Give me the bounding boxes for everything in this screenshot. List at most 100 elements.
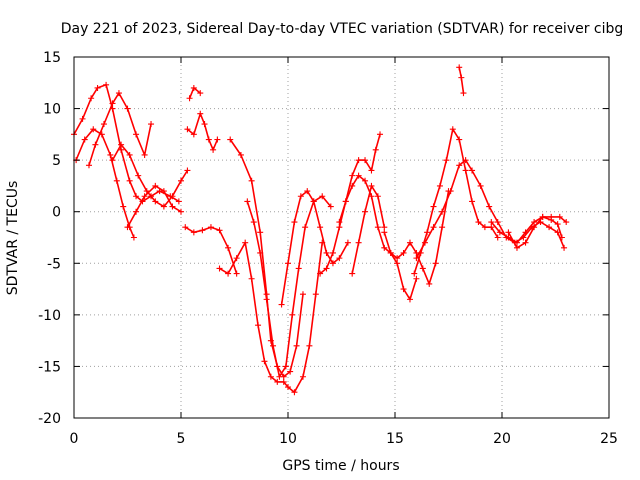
data-point [310,198,317,205]
data-point [513,244,520,251]
data-point [462,157,469,164]
series-line [111,143,189,208]
data-point [124,105,131,112]
data-point [267,373,274,380]
data-point [190,131,197,138]
data-point [299,291,306,298]
data-point [295,265,302,272]
data-point [199,227,206,234]
data-point [481,224,488,231]
series-line [351,185,386,275]
data-point [421,239,428,246]
data-point [280,378,287,385]
data-point [178,208,184,215]
data-point [377,131,384,138]
data-point [406,239,413,246]
series-arc-4 [109,141,191,210]
data-point [368,167,375,174]
data-point [456,162,463,169]
x-tick-label: 10 [279,431,297,447]
data-point [92,141,99,148]
data-point [207,224,214,231]
data-point [355,172,362,179]
data-point [169,193,176,200]
data-point [548,216,555,223]
y-tick-label: -20 [38,411,61,427]
data-point [126,151,133,158]
series-layer [71,64,570,396]
data-point [475,219,482,226]
data-point [349,172,356,179]
series-arc-5 [124,182,184,231]
data-point [90,126,97,133]
data-point [456,64,463,71]
data-point [244,198,251,205]
series-line [490,216,567,244]
data-point [456,136,463,143]
plot-frame [73,56,610,419]
data-point [304,188,311,195]
data-point [522,229,529,236]
data-point [558,234,565,241]
data-point [261,358,268,365]
x-tick-label: 0 [70,431,79,447]
data-point [546,224,553,231]
data-point [216,265,223,272]
x-tick-label: 20 [493,431,511,447]
series-line [184,226,238,275]
data-point [160,188,167,195]
data-point [531,219,538,226]
data-point [349,270,356,277]
data-point [248,177,255,184]
data-point [287,368,294,375]
series-arc-8 [186,84,204,102]
data-point [368,182,375,189]
data-point [381,244,388,251]
data-point [355,239,362,246]
data-point [227,136,234,143]
data-point [400,286,407,293]
data-point [458,74,465,81]
data-point [462,167,469,174]
data-point [100,121,107,128]
data-point [413,275,420,282]
data-point [387,249,394,256]
data-point [488,219,495,226]
series-line [413,128,499,275]
data-point [79,115,86,122]
data-point [103,81,110,88]
data-point [494,219,501,226]
data-point [197,110,204,117]
data-point [556,213,563,220]
data-point [469,167,476,174]
data-point [439,208,446,215]
series-arc-17 [411,126,501,277]
data-point [394,255,401,262]
data-point [285,384,291,391]
series-line [73,84,180,203]
data-point [178,177,184,184]
data-point [201,121,208,128]
data-point [291,219,298,226]
data-point [439,224,446,231]
data-point [374,193,381,200]
data-point [430,203,437,210]
data-point [522,239,529,246]
y-tick-label: 10 [43,102,61,118]
data-point [302,224,309,231]
data-point [563,219,570,226]
data-point [394,260,401,267]
data-point [488,224,495,231]
data-point [190,84,197,91]
x-axis-label: GPS time / hours [282,458,399,474]
data-point [197,90,204,97]
data-point [225,270,232,277]
data-point [184,126,191,133]
data-point [319,193,326,200]
data-point [469,198,476,205]
y-tick-label: 15 [43,50,61,66]
data-point [432,260,439,267]
data-point [109,100,116,107]
data-point [242,239,249,246]
